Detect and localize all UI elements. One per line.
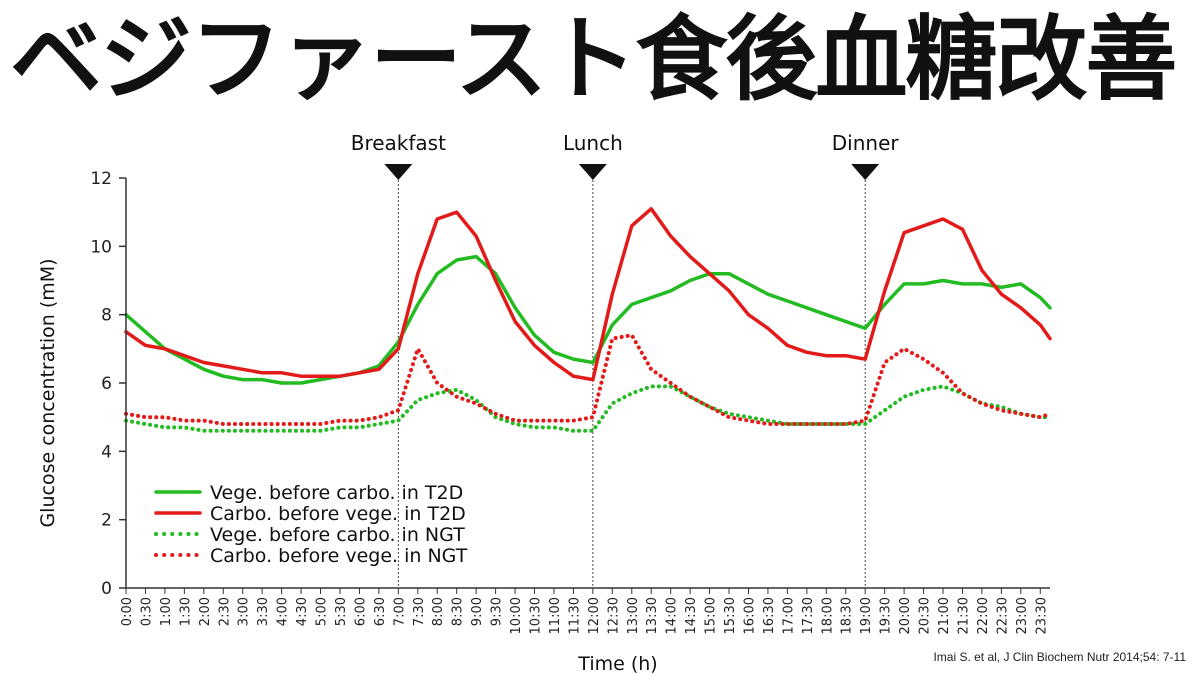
event-marker-icon	[851, 164, 880, 180]
y-tick-label: 12	[90, 169, 112, 189]
y-tick-label: 6	[101, 374, 112, 394]
x-tick-label: 0:30	[139, 597, 154, 626]
x-tick-label: 11:30	[567, 597, 582, 634]
x-tick-label: 3:30	[256, 597, 271, 626]
x-tick-label: 16:30	[762, 597, 777, 634]
y-tick-label: 4	[101, 442, 112, 462]
x-tick-label: 20:30	[918, 597, 933, 634]
x-tick-label: 12:00	[587, 597, 602, 634]
meal-events: Breakfast Lunch Dinner	[351, 131, 900, 588]
axes: 0 2 4 6 8 10 12 0:00 0:30 1:00 1:30 2:00 2:30 3:00 3:3…	[37, 169, 1050, 675]
y-axis-label: Glucose concentration (mM)	[37, 258, 59, 527]
x-tick-label: 10:30	[529, 597, 544, 634]
citation: Imai S. et al, J Clin Biochem Nutr 2014;…	[933, 650, 1186, 664]
x-tick-label: 3:00	[237, 597, 252, 626]
x-tick-label: 15:00	[704, 597, 719, 634]
x-tick-label: 5:30	[334, 597, 349, 626]
x-tick-label: 10:00	[509, 597, 524, 634]
x-tick-label: 18:00	[820, 597, 835, 634]
page-title: ベジファースト食後血糖改善	[10, 6, 1177, 113]
x-tick-label: 22:00	[976, 597, 991, 634]
x-tick-label: 12:30	[606, 597, 621, 634]
x-tick-label: 1:00	[159, 597, 174, 626]
series-line-1	[124, 254, 1052, 385]
x-tick-label: 21:30	[956, 597, 971, 634]
x-tick-label: 16:00	[742, 597, 757, 634]
x-tick-label: 2:30	[217, 597, 232, 626]
event-label: Lunch	[563, 131, 623, 155]
x-tick-label: 19:30	[879, 597, 894, 634]
legend-label-1: Vege. before carbo. in T2D	[210, 482, 463, 504]
x-tick-label: 7:30	[412, 597, 427, 626]
x-tick-label: 21:00	[937, 597, 952, 634]
x-tick-label: 6:00	[353, 597, 368, 626]
x-tick-label: 15:30	[723, 597, 738, 634]
x-tick-label: 19:00	[859, 597, 874, 634]
series-line-3	[124, 384, 1052, 433]
event-label: Dinner	[832, 131, 900, 155]
x-tick-label: 23:00	[1015, 597, 1030, 634]
legend-label-2: Carbo. before vege. in T2D	[210, 503, 466, 525]
x-tick-label: 22:30	[995, 597, 1010, 634]
x-tick-label: 8:00	[431, 597, 446, 626]
x-axis-label: Time (h)	[577, 653, 657, 675]
series-lines	[124, 207, 1052, 433]
x-tick-label: 9:00	[470, 597, 485, 626]
legend-label-4: Carbo. before vege. in NGT	[210, 545, 468, 567]
event-marker-icon	[384, 164, 413, 180]
x-tick-label: 20:00	[898, 597, 913, 634]
x-tick-label: 17:30	[801, 597, 816, 634]
event-marker-icon	[578, 164, 607, 180]
x-tick-label: 4:30	[295, 597, 310, 626]
x-tick-label: 5:00	[315, 597, 330, 626]
x-tick-label: 9:30	[490, 597, 505, 626]
y-tick-label: 2	[101, 511, 112, 531]
x-tick-label: 13:00	[626, 597, 641, 634]
series-line-2	[124, 207, 1052, 382]
x-tick-label: 17:00	[781, 597, 796, 634]
x-tick-label: 23:30	[1034, 597, 1049, 634]
x-tick-label: 2:00	[198, 597, 213, 626]
y-tick-label: 10	[90, 237, 112, 257]
x-tick-label: 14:00	[665, 597, 680, 634]
x-tick-label: 14:30	[684, 597, 699, 634]
x-tick-label: 13:30	[645, 597, 660, 634]
legend-label-3: Vege. before carbo. in NGT	[210, 524, 465, 546]
event-label: Breakfast	[351, 131, 446, 155]
y-tick-label: 0	[101, 579, 112, 599]
x-tick-label: 4:00	[276, 597, 291, 626]
x-tick-label: 7:00	[392, 597, 407, 626]
x-tick-label: 18:30	[840, 597, 855, 634]
x-tick-label: 11:00	[548, 597, 563, 634]
x-tick-label: 0:00	[120, 597, 135, 626]
y-tick-label: 8	[101, 306, 112, 326]
x-tick-label: 8:30	[451, 597, 466, 626]
x-tick-label: 6:30	[373, 597, 388, 626]
x-tick-label: 1:30	[178, 597, 193, 626]
series-line-4	[124, 333, 1052, 426]
